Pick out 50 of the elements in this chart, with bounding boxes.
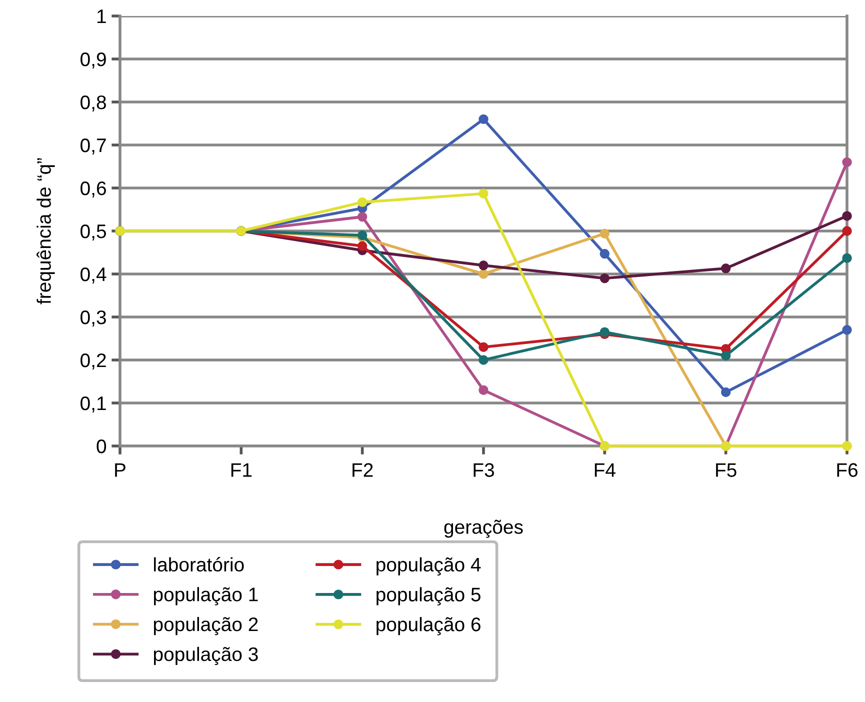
point bbox=[357, 241, 368, 251]
y-tick-label: 0,4 bbox=[80, 267, 106, 284]
legend-label: população 1 bbox=[154, 587, 258, 606]
point bbox=[600, 273, 610, 284]
point bbox=[600, 327, 610, 337]
legend-label: população 4 bbox=[376, 557, 481, 576]
point bbox=[357, 230, 368, 240]
x-tick-label: P bbox=[115, 463, 126, 477]
legend-label: população 6 bbox=[376, 617, 480, 636]
point bbox=[600, 248, 610, 259]
legend-label: laboratório bbox=[154, 557, 244, 572]
x-tick-label: F2 bbox=[352, 463, 373, 477]
x-tick-label: F4 bbox=[594, 463, 616, 477]
x-axis-title: gerações bbox=[444, 520, 523, 538]
point bbox=[478, 114, 488, 124]
legend-label: população 2 bbox=[154, 616, 258, 636]
x-tick-label: F3 bbox=[474, 463, 494, 477]
point bbox=[720, 350, 731, 361]
y-tick-label: 0,6 bbox=[80, 181, 106, 198]
y-tick-label: 0,1 bbox=[80, 396, 106, 413]
point bbox=[478, 260, 488, 270]
point bbox=[357, 197, 368, 208]
point bbox=[720, 264, 731, 274]
point bbox=[842, 226, 852, 236]
y-axis-title: frequência de “q” bbox=[36, 158, 55, 304]
y-tick-label: 0,3 bbox=[80, 310, 106, 327]
point bbox=[842, 253, 852, 263]
legend-label: população 5 bbox=[376, 587, 480, 606]
legend-label: população 3 bbox=[154, 646, 258, 666]
point bbox=[842, 157, 852, 168]
point bbox=[478, 385, 488, 395]
y-tick-label: 0,7 bbox=[80, 138, 106, 155]
y-tick-label: 1 bbox=[97, 10, 106, 24]
point bbox=[478, 269, 488, 279]
point bbox=[478, 188, 488, 198]
y-tick-label: 0 bbox=[96, 439, 106, 454]
x-tick-label: F5 bbox=[716, 463, 736, 477]
point bbox=[357, 212, 368, 222]
y-tick-label: 0,5 bbox=[80, 224, 106, 241]
point bbox=[478, 342, 488, 352]
point bbox=[842, 325, 852, 335]
point bbox=[720, 387, 731, 398]
point bbox=[478, 355, 488, 365]
point bbox=[600, 228, 610, 238]
y-tick-label: 0,8 bbox=[80, 95, 106, 112]
x-tick-label: F1 bbox=[231, 463, 252, 477]
point bbox=[842, 211, 852, 221]
x-tick-label: F6 bbox=[837, 463, 858, 477]
y-tick-label: 0,2 bbox=[80, 353, 106, 370]
y-tick-label: 0,9 bbox=[80, 52, 106, 69]
